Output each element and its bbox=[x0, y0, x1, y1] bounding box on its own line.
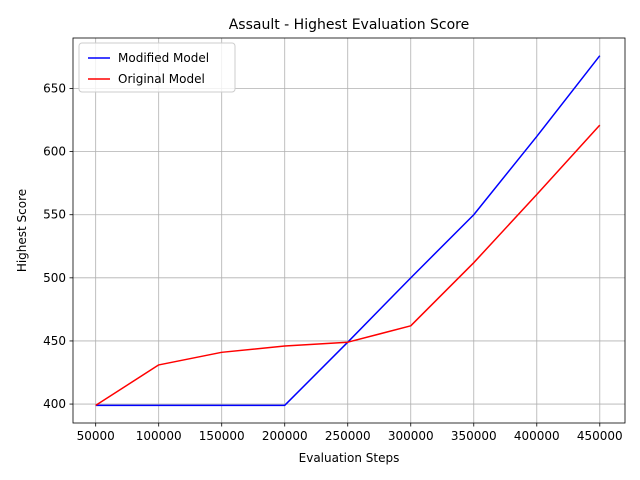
x-tick-label: 150000 bbox=[199, 429, 245, 443]
x-tick-label: 450000 bbox=[577, 429, 623, 443]
plot-area-frame bbox=[72, 37, 626, 424]
y-tick-label: 400 bbox=[43, 397, 66, 411]
x-tick-label: 200000 bbox=[262, 429, 308, 443]
legend-label: Original Model bbox=[118, 72, 205, 86]
series-line-original-model bbox=[95, 124, 601, 406]
x-tick-label: 250000 bbox=[325, 429, 371, 443]
chart-title: Assault - Highest Evaluation Score bbox=[229, 17, 470, 33]
legend: Modified Model Original Model bbox=[78, 42, 236, 93]
legend-box bbox=[78, 42, 236, 93]
y-tick-label: 450 bbox=[43, 334, 66, 348]
y-tick-label: 650 bbox=[43, 81, 66, 95]
y-tick-label: 600 bbox=[43, 145, 66, 159]
series-lines bbox=[95, 55, 601, 407]
x-axis-label: Evaluation Steps bbox=[299, 451, 400, 465]
x-tick-label: 50000 bbox=[77, 429, 115, 443]
x-tick-label: 400000 bbox=[514, 429, 560, 443]
legend-label: Modified Model bbox=[118, 51, 209, 65]
x-tick-label: 350000 bbox=[451, 429, 497, 443]
y-tick-label: 550 bbox=[43, 208, 66, 222]
y-axis-label: Highest Score bbox=[15, 189, 29, 272]
x-tick-label: 100000 bbox=[136, 429, 182, 443]
x-tick-label: 300000 bbox=[388, 429, 434, 443]
axis-ticks: 50000 100000 150000 200000 250000 300000 35000… bbox=[43, 81, 623, 443]
y-tick-label: 500 bbox=[43, 271, 66, 285]
grid bbox=[73, 38, 625, 423]
